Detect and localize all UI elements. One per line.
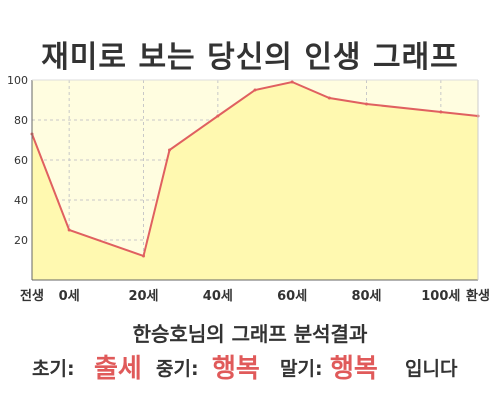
data-point: [327, 96, 331, 100]
data-point: [168, 148, 172, 152]
y-tick-label: 60: [14, 154, 28, 167]
x-tick-label: 환생: [466, 288, 490, 304]
data-point: [142, 254, 145, 258]
page-title: 재미로 보는 당신의 인생 그래프: [41, 40, 459, 75]
early-label: 초기:: [32, 358, 75, 380]
series-area: [32, 82, 478, 280]
x-tick-label: 전생: [20, 288, 44, 304]
y-tick-label: 100: [7, 74, 28, 87]
analysis-heading: 한승호님의 그래프 분석결과: [132, 322, 368, 346]
data-point: [290, 80, 294, 84]
y-tick-label: 40: [14, 194, 28, 207]
data-point: [365, 102, 368, 106]
data-point: [439, 110, 443, 114]
analysis-result-line: 초기: 출세 중기: 행복 말기: 행복 입니다: [0, 348, 500, 384]
mid-value: 행복: [212, 354, 260, 384]
x-tick-label: 60세: [277, 289, 307, 304]
x-tick-label: 0세: [59, 289, 80, 304]
x-tick-label: 80세: [351, 289, 381, 304]
x-tick-label: 40세: [203, 289, 233, 304]
data-point: [216, 114, 220, 118]
data-point: [253, 88, 257, 92]
result-suffix: 입니다: [405, 358, 458, 380]
data-point: [67, 228, 71, 232]
y-tick-label: 80: [14, 114, 28, 127]
mid-label: 중기:: [156, 358, 199, 380]
late-label: 말기:: [280, 358, 323, 380]
late-value: 행복: [330, 354, 378, 384]
early-value: 출세: [94, 354, 142, 384]
x-tick-label: 20세: [128, 289, 158, 304]
x-tick-label: 100세: [421, 289, 460, 304]
y-tick-label: 20: [14, 234, 28, 247]
